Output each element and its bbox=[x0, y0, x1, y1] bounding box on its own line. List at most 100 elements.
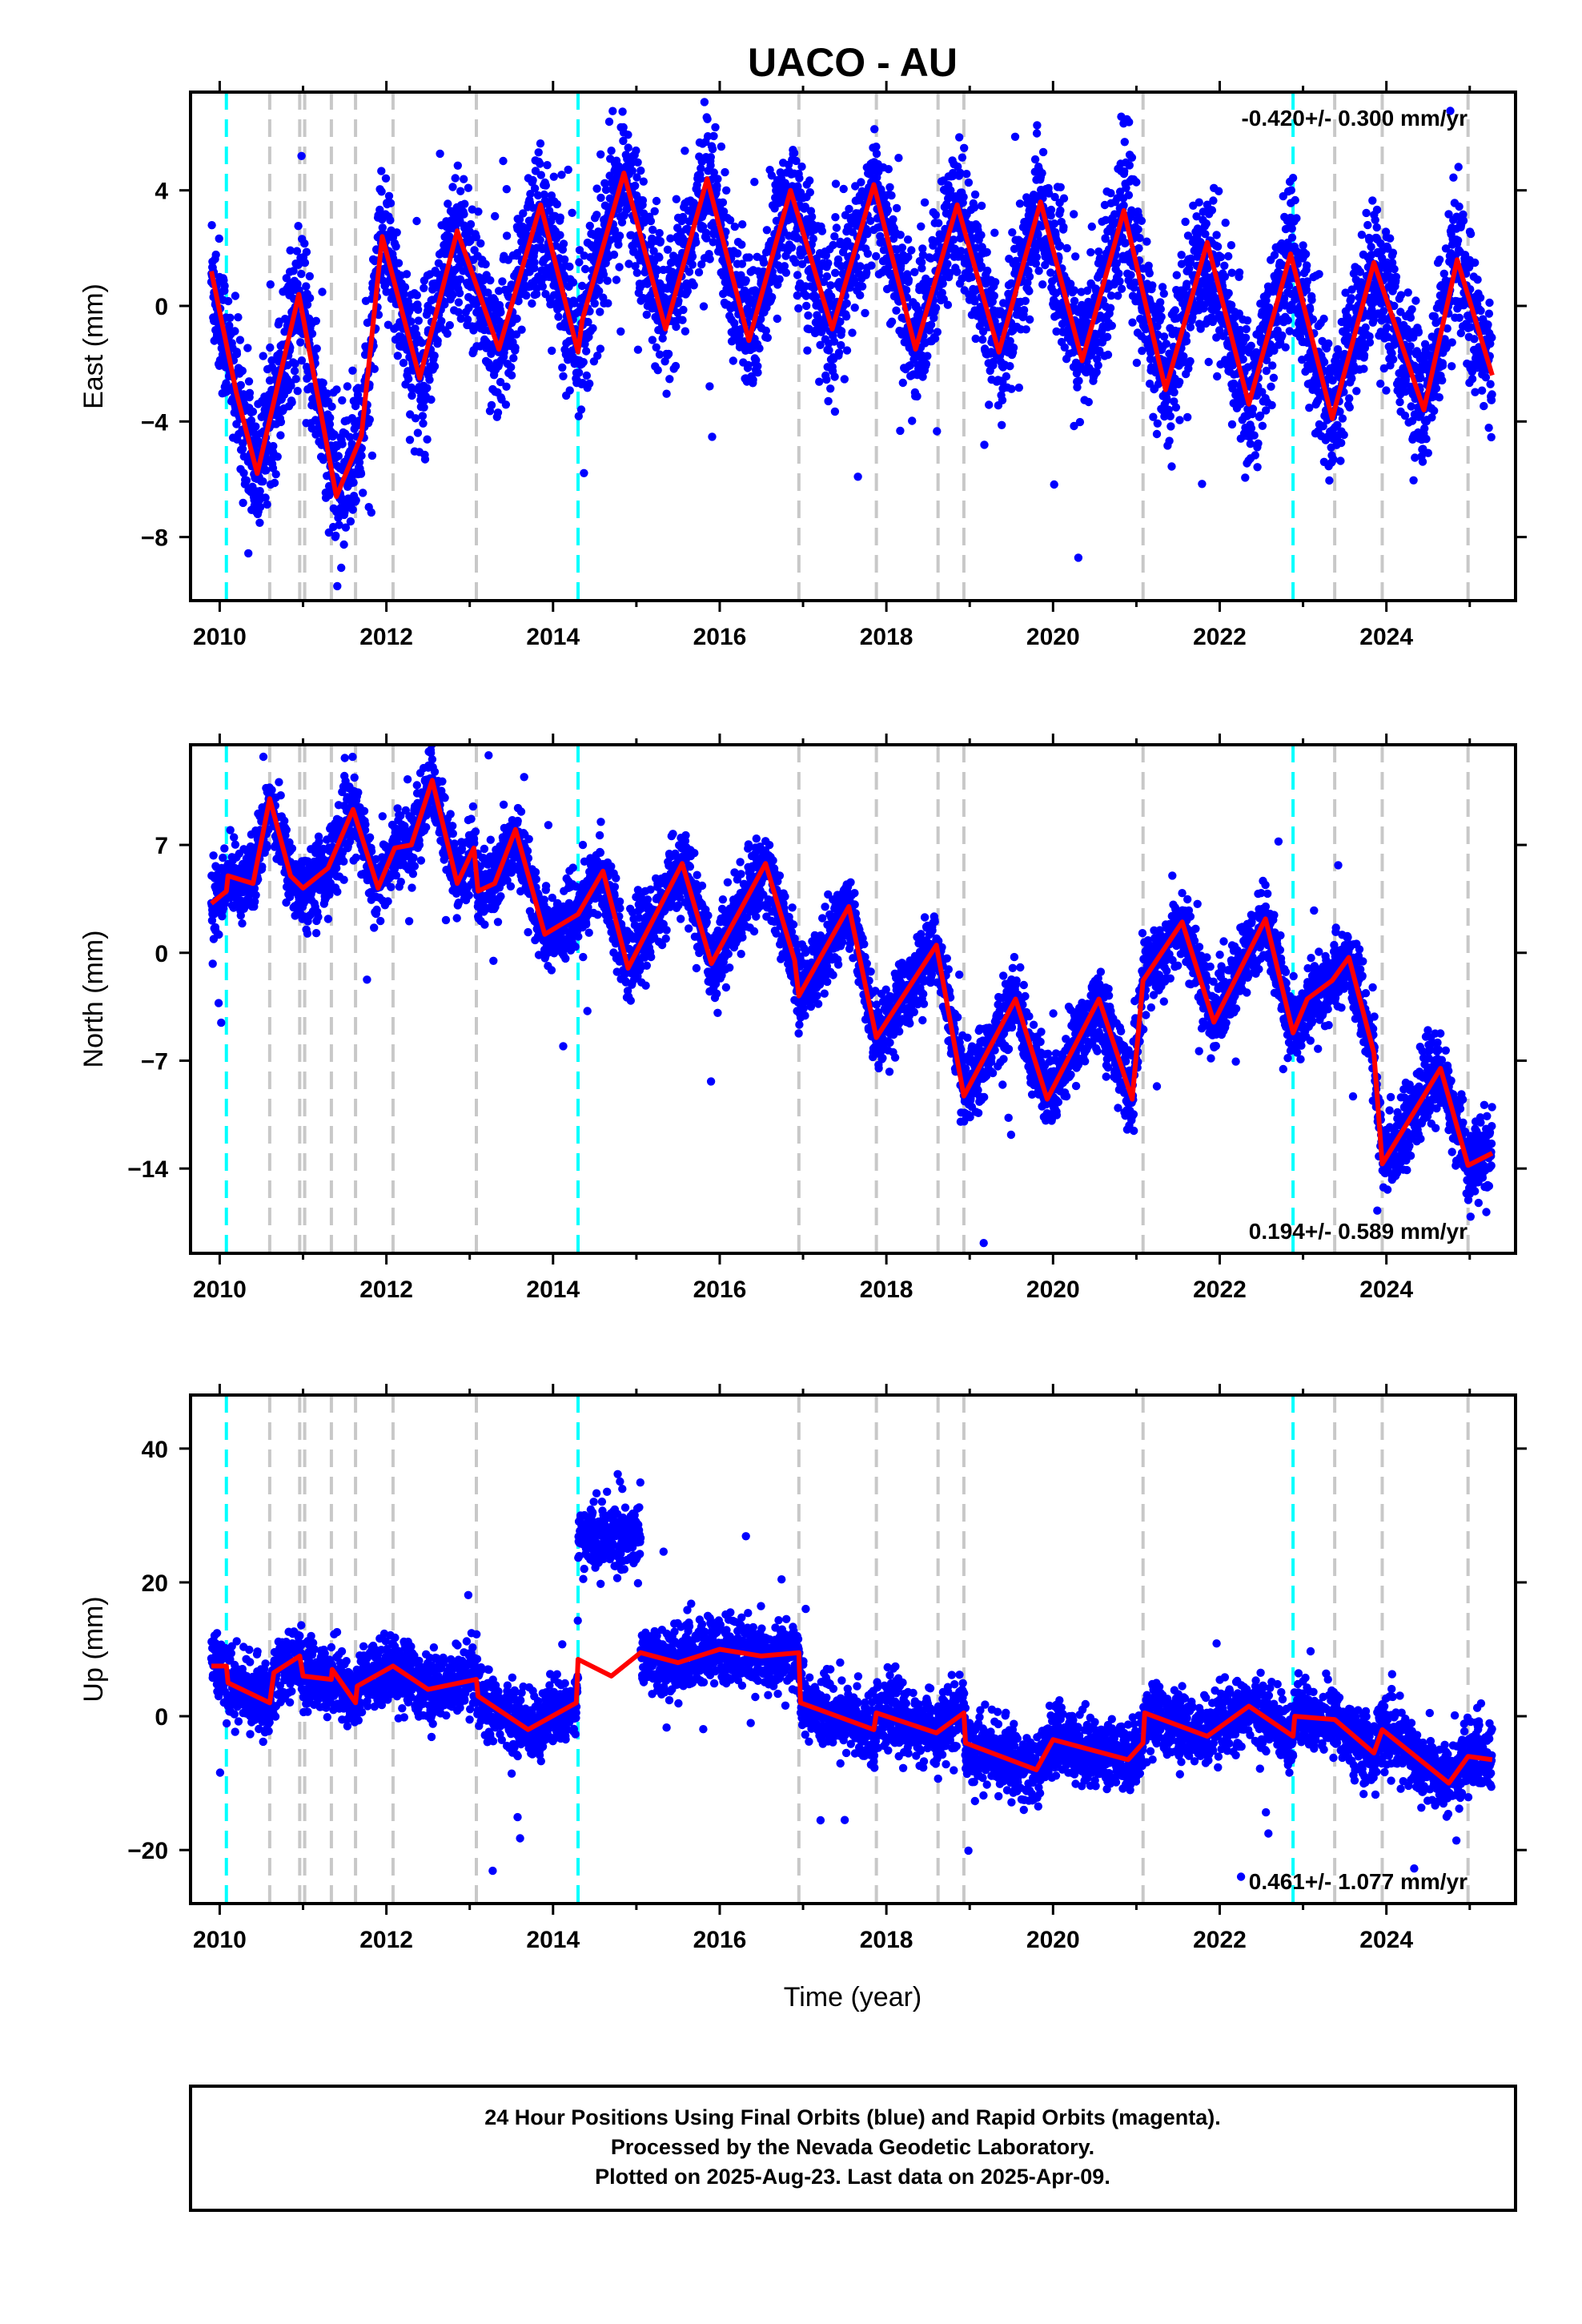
data-point bbox=[1209, 196, 1218, 205]
data-point bbox=[1162, 396, 1171, 404]
data-point bbox=[1132, 358, 1142, 368]
data-point bbox=[356, 469, 366, 478]
data-point bbox=[857, 282, 867, 291]
data-point bbox=[1243, 316, 1252, 325]
data-point bbox=[830, 407, 840, 416]
data-point bbox=[498, 277, 507, 286]
data-point bbox=[383, 320, 393, 329]
data-point bbox=[420, 403, 428, 412]
data-point bbox=[582, 371, 591, 380]
data-point bbox=[1288, 174, 1298, 183]
data-point bbox=[1059, 223, 1068, 231]
data-point bbox=[755, 344, 764, 353]
data-point bbox=[541, 181, 550, 190]
data-point bbox=[1025, 272, 1034, 281]
data-point bbox=[454, 308, 463, 316]
data-point bbox=[1056, 183, 1065, 191]
data-point bbox=[1124, 191, 1134, 199]
data-point bbox=[287, 398, 296, 407]
data-point bbox=[870, 125, 879, 134]
data-point bbox=[378, 223, 387, 232]
data-point bbox=[300, 258, 310, 267]
data-point bbox=[1094, 361, 1102, 370]
data-point bbox=[953, 267, 962, 276]
data-point bbox=[1212, 231, 1221, 239]
data-point bbox=[412, 216, 421, 226]
data-point bbox=[718, 198, 728, 207]
data-point bbox=[319, 379, 327, 388]
data-point bbox=[768, 292, 777, 302]
data-point bbox=[231, 327, 239, 336]
data-point bbox=[698, 222, 708, 231]
data-point bbox=[1142, 237, 1151, 246]
data-point bbox=[243, 344, 252, 352]
data-point bbox=[491, 211, 500, 221]
data-point bbox=[1033, 121, 1042, 130]
data-point bbox=[896, 231, 905, 239]
data-point bbox=[370, 364, 379, 373]
data-point bbox=[307, 424, 316, 433]
data-point bbox=[1074, 376, 1083, 385]
data-point bbox=[678, 316, 687, 324]
data-point bbox=[970, 203, 979, 212]
data-point bbox=[1070, 296, 1079, 305]
data-point bbox=[1086, 247, 1095, 257]
data-point bbox=[1135, 234, 1144, 243]
data-point bbox=[1022, 325, 1030, 334]
data-point bbox=[980, 440, 989, 449]
data-point bbox=[896, 426, 905, 436]
data-point bbox=[502, 382, 511, 391]
data-point bbox=[574, 368, 584, 377]
data-point bbox=[276, 431, 285, 440]
data-point bbox=[580, 468, 588, 477]
data-point bbox=[713, 175, 722, 183]
data-point bbox=[1035, 2, 1043, 10]
data-point bbox=[931, 304, 941, 312]
data-point bbox=[343, 382, 352, 391]
data-point bbox=[1127, 153, 1137, 162]
data-point bbox=[1038, 280, 1047, 289]
data-point bbox=[207, 221, 216, 230]
data-point bbox=[703, 115, 712, 123]
data-point bbox=[1014, 383, 1024, 392]
data-point bbox=[1050, 480, 1058, 489]
data-point bbox=[850, 304, 859, 312]
data-point bbox=[522, 291, 531, 300]
data-point bbox=[448, 291, 457, 300]
data-point bbox=[333, 581, 342, 591]
data-point bbox=[1159, 289, 1169, 298]
data-point bbox=[427, 395, 436, 404]
data-point bbox=[1019, 306, 1029, 315]
data-point bbox=[1102, 332, 1112, 341]
data-point bbox=[833, 255, 843, 264]
data-point bbox=[267, 356, 276, 365]
data-point bbox=[436, 149, 444, 159]
data-point bbox=[702, 234, 711, 243]
data-point bbox=[404, 374, 413, 384]
data-point bbox=[496, 308, 505, 317]
data-point bbox=[517, 325, 526, 334]
data-point bbox=[576, 405, 586, 414]
data-point bbox=[887, 191, 896, 200]
data-point bbox=[709, 168, 718, 177]
data-point bbox=[244, 549, 253, 558]
data-point bbox=[845, 204, 853, 214]
data-point bbox=[792, 156, 801, 166]
data-point bbox=[753, 362, 762, 371]
data-point bbox=[239, 439, 247, 448]
data-point bbox=[904, 252, 913, 262]
data-point bbox=[885, 183, 894, 191]
data-point bbox=[601, 179, 610, 188]
data-point bbox=[1032, 129, 1042, 138]
data-point bbox=[496, 377, 505, 387]
data-point bbox=[346, 517, 355, 526]
data-point bbox=[1338, 414, 1347, 423]
data-point bbox=[1071, 252, 1080, 261]
data-point bbox=[437, 316, 446, 326]
data-point bbox=[519, 209, 528, 218]
data-point bbox=[666, 234, 675, 243]
data-point bbox=[815, 377, 824, 386]
data-point bbox=[1186, 356, 1195, 366]
data-point bbox=[1165, 436, 1174, 445]
data-point bbox=[908, 416, 917, 425]
